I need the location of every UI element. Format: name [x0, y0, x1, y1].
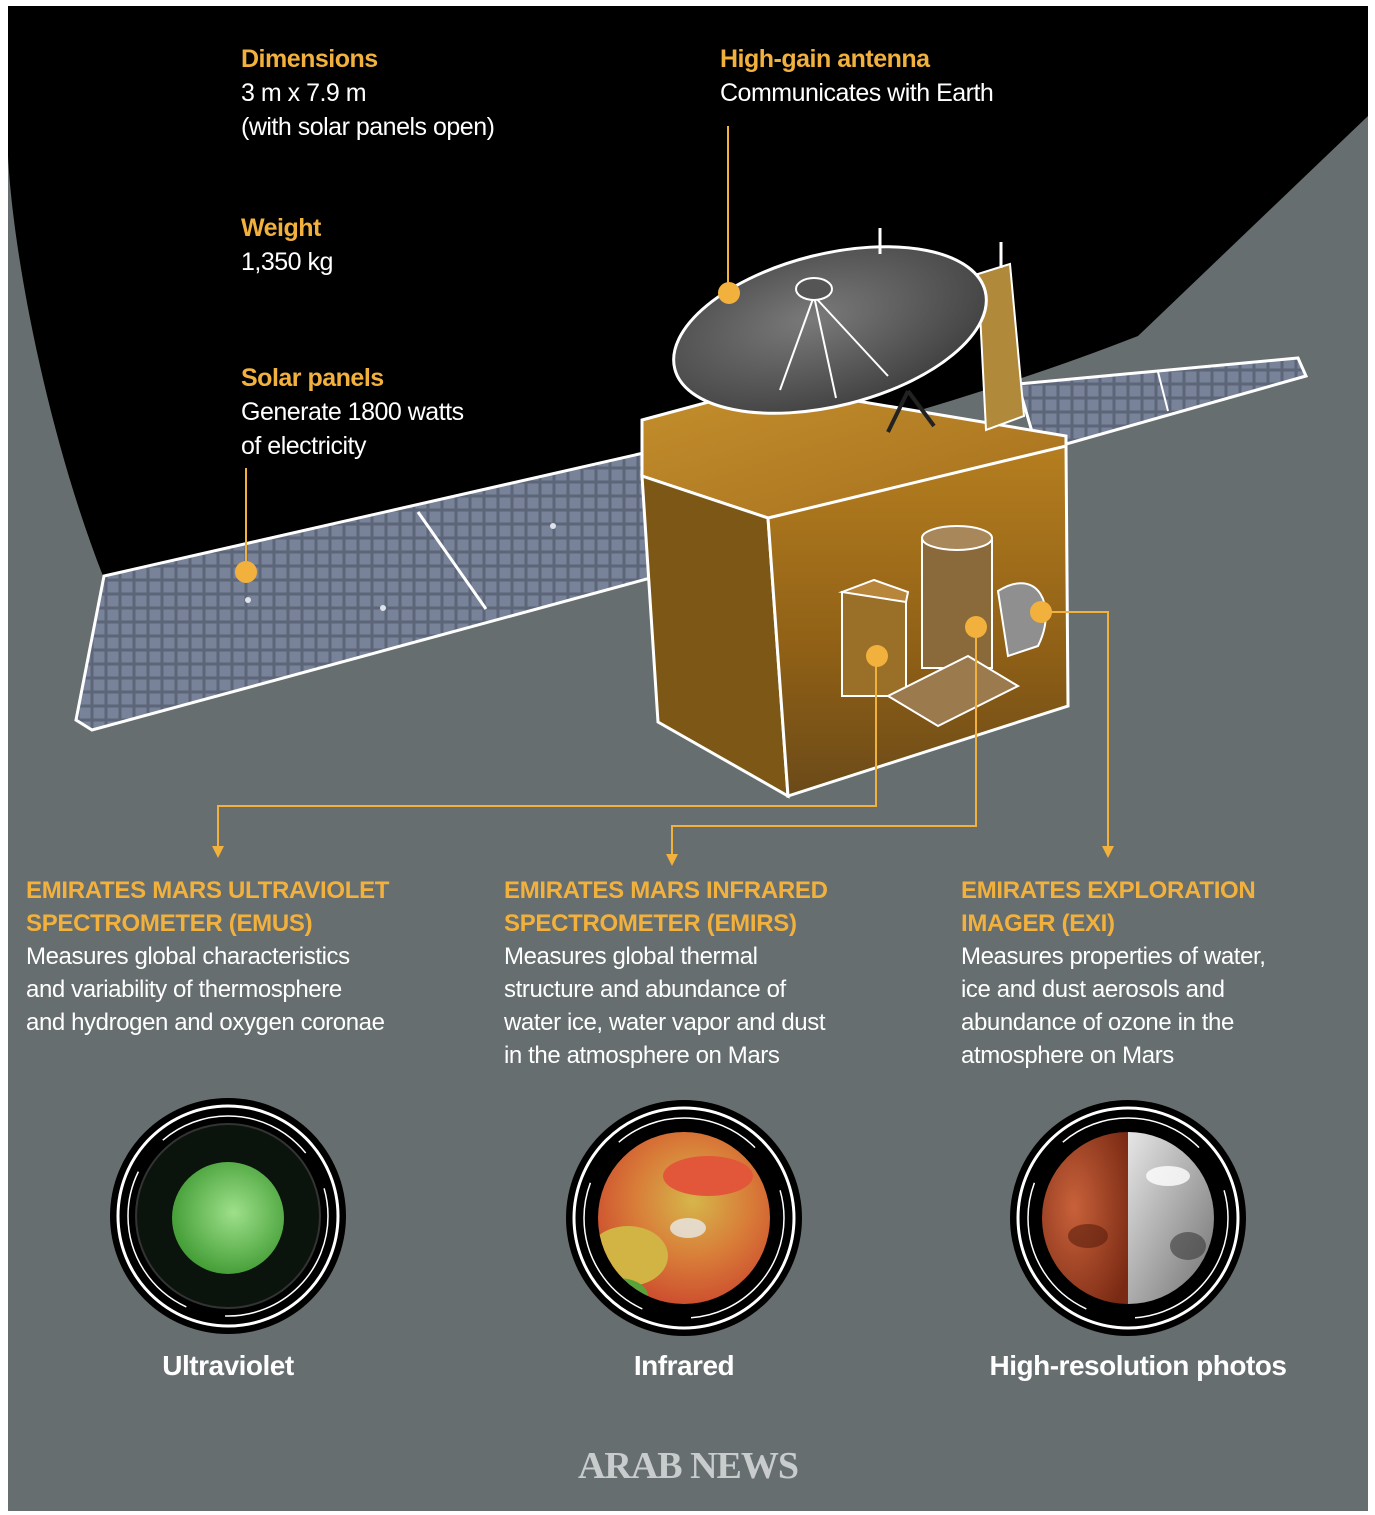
caption-ultraviolet: Ultraviolet — [162, 1350, 294, 1381]
spec-weight-title: Weight — [241, 214, 321, 242]
spec-antenna: High-gain antenna Communicates with Eart… — [720, 42, 994, 110]
instrument-exi: EMIRATES EXPLORATION IMAGER (EXI) Measur… — [961, 874, 1361, 1072]
instrument-heading: EMIRATES EXPLORATION — [961, 877, 1256, 904]
instrument-desc-line: atmosphere on Mars — [961, 1042, 1174, 1069]
spec-dimensions-title: Dimensions — [241, 45, 378, 73]
instrument-desc-line: Measures properties of water, — [961, 943, 1266, 970]
ultraviolet-image — [110, 1098, 346, 1334]
high-resolution-image — [1010, 1100, 1246, 1336]
spacecraft-body — [640, 242, 1070, 799]
spec-solar-line2: of electricity — [241, 432, 366, 460]
instrument-heading: EMIRATES MARS ULTRAVIOLET — [26, 877, 390, 904]
infographic: Dimensions 3 m x 7.9 m (with solar panel… — [8, 6, 1368, 1511]
instrument-desc-line: Measures global characteristics — [26, 943, 350, 970]
instrument-desc-line: and hydrogen and oxygen coronae — [26, 1009, 385, 1036]
spec-antenna-desc: Communicates with Earth — [720, 79, 994, 107]
infrared-image — [566, 1100, 802, 1336]
instrument-desc-line: and variability of thermosphere — [26, 976, 342, 1003]
instrument-desc-line: in the atmosphere on Mars — [504, 1042, 780, 1069]
callout-dots — [235, 282, 1052, 667]
spec-weight-value: 1,350 kg — [241, 248, 333, 276]
spec-dimensions-note: (with solar panels open) — [241, 113, 495, 141]
instrument-heading: IMAGER (EXI) — [961, 910, 1115, 937]
spec-solar-title: Solar panels — [241, 364, 384, 392]
spec-dimensions-value: 3 m x 7.9 m — [241, 79, 367, 107]
instrument-heading: EMIRATES MARS INFRARED — [504, 877, 828, 904]
instrument-heading: SPECTROMETER (EMIRS) — [504, 910, 797, 937]
instrument-emus: EMIRATES MARS ULTRAVIOLET SPECTROMETER (… — [26, 874, 466, 1039]
high-gain-antenna-dish — [672, 228, 988, 433]
spec-dimensions: Dimensions 3 m x 7.9 m (with solar panel… — [241, 42, 495, 144]
caption-infrared: Infrared — [633, 1350, 735, 1381]
spacecraft-illustration — [8, 6, 1368, 1336]
instrument-desc-line: structure and abundance of — [504, 976, 786, 1003]
arrow-heads — [212, 846, 1114, 866]
brand-logo: ARAB NEWS — [577, 1445, 799, 1487]
instrument-desc-line: abundance of ozone in the — [961, 1009, 1234, 1036]
instrument-desc-line: water ice, water vapor and dust — [504, 1009, 826, 1036]
spec-antenna-title: High-gain antenna — [720, 45, 930, 73]
callout-lines — [217, 126, 1109, 856]
instrument-desc-line: Measures global thermal — [504, 943, 758, 970]
instrument-heading: SPECTROMETER (EMUS) — [26, 910, 313, 937]
spec-weight: Weight 1,350 kg — [241, 211, 333, 279]
space-background — [8, 6, 1368, 576]
spec-solar-panels: Solar panels Generate 1800 watts of elec… — [241, 361, 464, 463]
instrument-emirs: EMIRATES MARS INFRARED SPECTROMETER (EMI… — [504, 874, 924, 1072]
caption-high-resolution: High-resolution photos — [989, 1350, 1287, 1381]
spec-solar-line1: Generate 1800 watts — [241, 398, 464, 426]
instrument-desc-line: ice and dust aerosols and — [961, 976, 1225, 1003]
